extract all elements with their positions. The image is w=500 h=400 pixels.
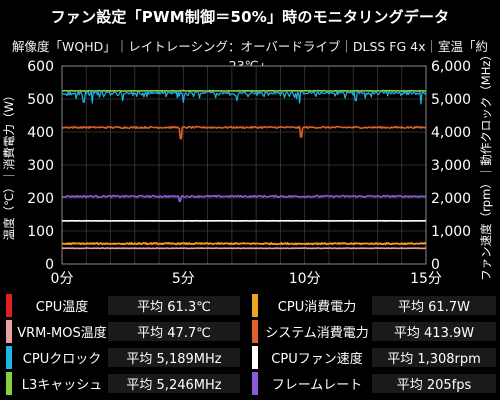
y-tick-left: 600 bbox=[27, 59, 54, 75]
y-tick-right: 5,000 bbox=[431, 92, 471, 108]
y-tick-right: 2,000 bbox=[431, 191, 471, 207]
plot-frame bbox=[61, 65, 427, 265]
y-tick-left: 200 bbox=[27, 191, 54, 207]
legend-swatch bbox=[6, 346, 12, 369]
y-tick-left: 0 bbox=[45, 257, 54, 273]
legend-name: VRM-MOS温度 bbox=[17, 326, 107, 341]
x-tick-label: 15分 bbox=[410, 271, 442, 287]
legend-swatch bbox=[252, 346, 258, 369]
chart-title: ファン設定「PWM制御＝50%」時のモニタリングデータ bbox=[50, 8, 450, 26]
legend-name: システム消費電力 bbox=[265, 326, 369, 341]
legend-name: CPU温度 bbox=[35, 300, 89, 315]
legend-value: 平均 1,308rpm bbox=[372, 348, 496, 367]
legend-value: 平均 61.7W bbox=[372, 296, 496, 315]
x-tick-label: 5分 bbox=[172, 271, 195, 287]
legend-name: CPUファン速度 bbox=[271, 352, 363, 367]
legend-swatch bbox=[6, 372, 12, 395]
legend-name: フレームレート bbox=[271, 378, 363, 393]
legend-swatch bbox=[252, 320, 258, 343]
series-line-cpu-power bbox=[61, 242, 427, 246]
legend-swatch bbox=[252, 372, 258, 395]
legend-entry-system-power: システム消費電力 平均 413.9W bbox=[252, 320, 496, 343]
legend-entry-cpu-fan: CPUファン速度 平均 1,308rpm bbox=[252, 346, 496, 369]
legend-entry-vrm-temp: VRM-MOS温度 平均 47.7℃ bbox=[6, 320, 240, 343]
y-tick-right: 3,000 bbox=[431, 158, 471, 174]
legend-value: 平均 61.3℃ bbox=[108, 296, 240, 315]
line-chart: 0 0 100 1,000 200 2,000 300 3,000 400 4,000 500 5,0… bbox=[2, 54, 493, 287]
legend-entry-cpu-temp: CPU温度 平均 61.3℃ bbox=[6, 294, 240, 317]
series-line-cpu-clock bbox=[61, 90, 427, 105]
y-tick-right: 1,000 bbox=[431, 224, 471, 240]
legend-entry-framerate: フレームレート 平均 205fps bbox=[252, 372, 496, 395]
legend-value: 平均 47.7℃ bbox=[108, 322, 240, 341]
y-tick-right: 6,000 bbox=[431, 59, 471, 75]
legend: CPU温度 平均 61.3℃ VRM-MOS温度 平均 47.7℃ CPUクロック 平均 … bbox=[0, 290, 500, 400]
legend-value: 平均 5,189MHz bbox=[108, 348, 240, 367]
legend-swatch bbox=[252, 294, 258, 317]
x-tick-label: 0分 bbox=[51, 271, 74, 287]
y-tick-left: 500 bbox=[27, 92, 54, 108]
legend-entry-cpu-clock: CPUクロック 平均 5,189MHz bbox=[6, 346, 240, 369]
y-tick-left: 400 bbox=[27, 125, 54, 141]
series-line-system-power bbox=[61, 125, 427, 140]
legend-entry-l3-cache: L3キャッシュ 平均 5,246MHz bbox=[6, 372, 240, 395]
legend-value: 平均 5,246MHz bbox=[108, 374, 240, 393]
y-tick-left: 100 bbox=[27, 224, 54, 240]
y-axis-label-left: 温度（℃）｜消費電力（W） bbox=[2, 90, 16, 241]
legend-value: 平均 205fps bbox=[372, 374, 496, 393]
legend-swatch bbox=[6, 294, 12, 317]
series-line-l3-cache bbox=[61, 89, 427, 92]
legend-name: L3キャッシュ bbox=[21, 378, 103, 393]
x-tick-label: 10分 bbox=[289, 271, 321, 287]
legend-swatch bbox=[6, 320, 12, 343]
legend-entry-cpu-power: CPU消費電力 平均 61.7W bbox=[252, 294, 496, 317]
series-line-framerate bbox=[62, 194, 427, 203]
y-tick-left: 300 bbox=[27, 158, 54, 174]
legend-name: CPUクロック bbox=[22, 352, 102, 367]
y-tick-right: 0 bbox=[431, 257, 440, 273]
y-axis-label-right: ファン速度（rpm）｜動作クロック（MHz） bbox=[479, 54, 493, 281]
y-tick-right: 4,000 bbox=[431, 125, 471, 141]
legend-value: 平均 413.9W bbox=[372, 322, 496, 341]
legend-name: CPU消費電力 bbox=[277, 300, 357, 315]
